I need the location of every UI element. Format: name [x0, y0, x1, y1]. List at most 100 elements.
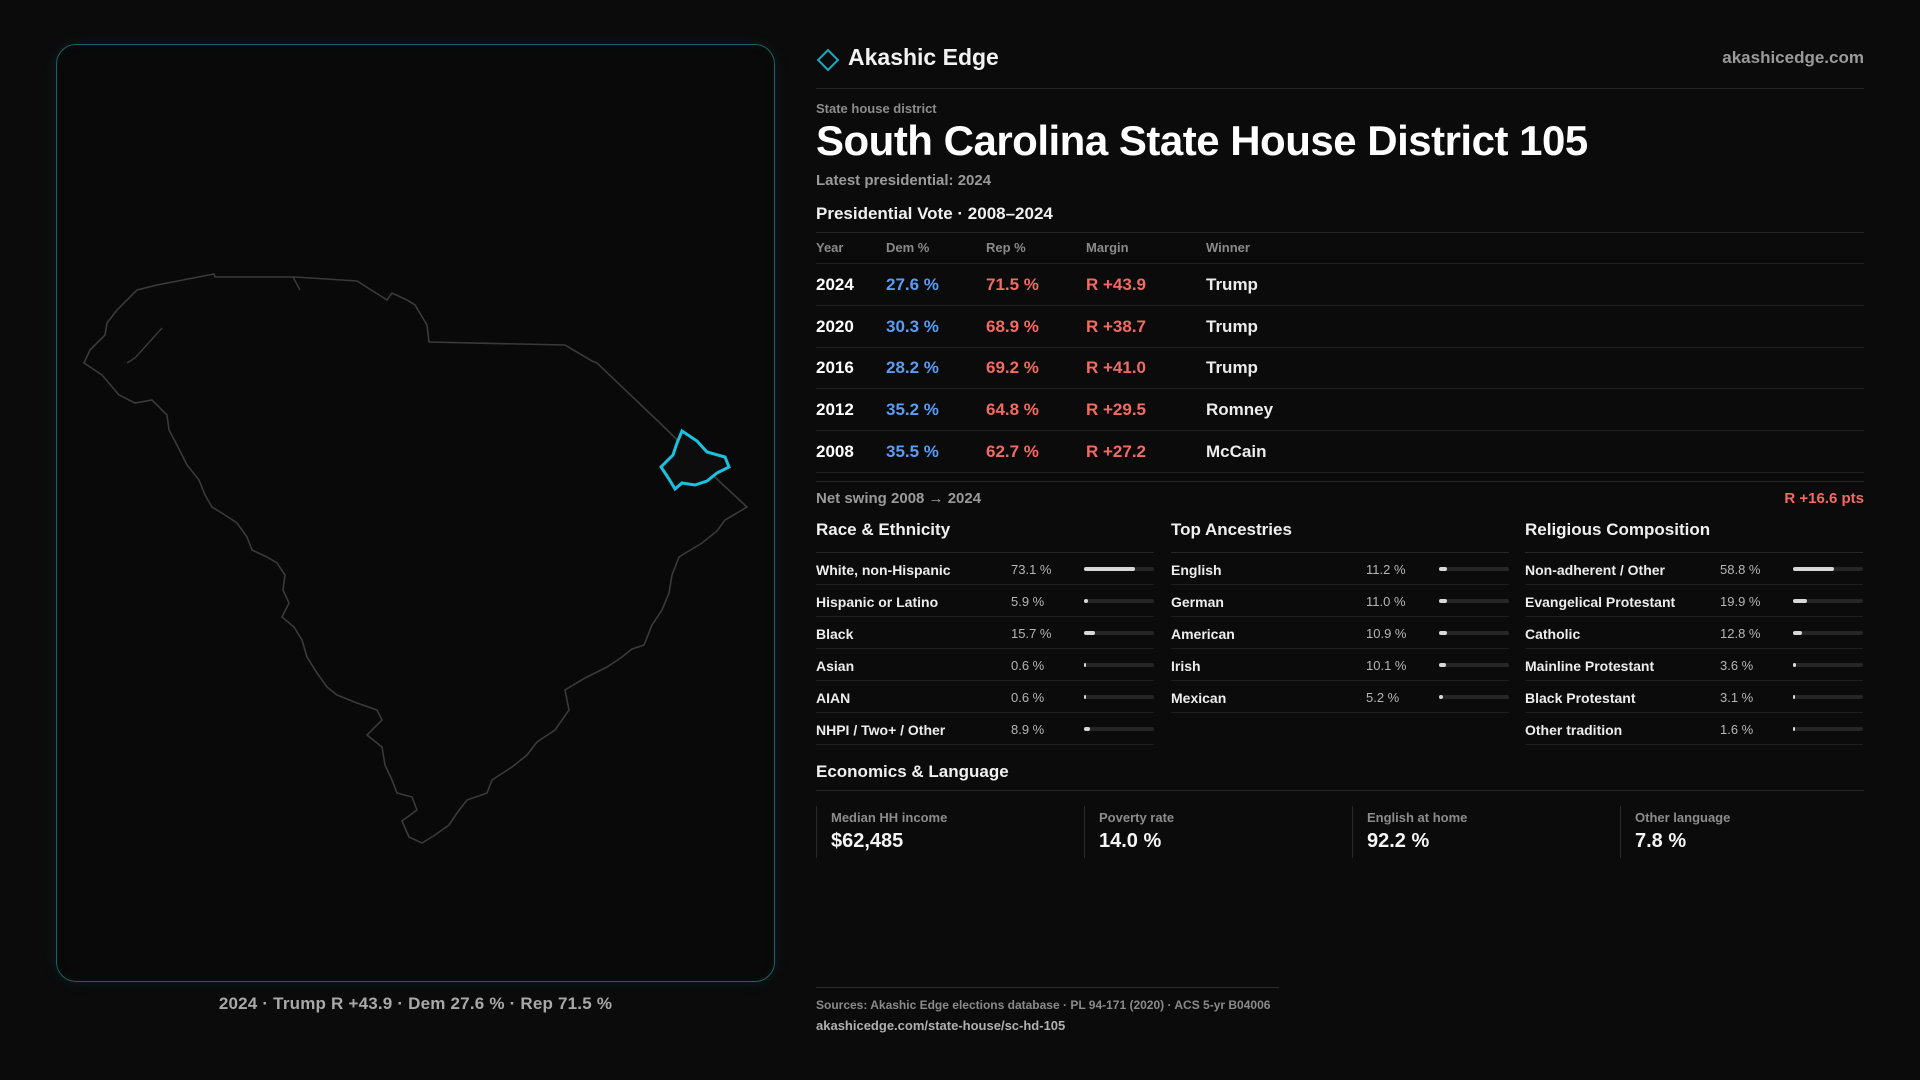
- row-rep: 71.5 %: [986, 275, 1039, 294]
- table-row: 2020 30.3 % 68.9 % R +38.7 Trump: [816, 306, 1864, 348]
- state-outline-inner-edge: [126, 276, 301, 364]
- stat-value: 14.0 %: [1099, 830, 1162, 852]
- district-map[interactable]: [57, 45, 775, 982]
- table-row: 2012 35.2 % 64.8 % R +29.5 Romney: [816, 389, 1864, 431]
- bar-track: [1793, 695, 1863, 699]
- bar-track: [1084, 631, 1154, 635]
- brand[interactable]: Akashic Edge: [816, 44, 999, 71]
- race-ethnicity-group: Race & Ethnicity White, non-Hispanic 73.…: [816, 520, 1154, 745]
- row-margin: R +38.7: [1086, 317, 1147, 336]
- list-item: Mexican 5.2 %: [1171, 681, 1509, 713]
- item-label: White, non-Hispanic: [816, 562, 951, 578]
- net-swing-value: R +16.6 pts: [1784, 490, 1864, 507]
- item-value: 58.8 %: [1720, 562, 1761, 577]
- bar-fill: [1439, 567, 1447, 571]
- bar-fill: [1793, 567, 1835, 571]
- net-swing-label: Net swing 2008 → 2024: [816, 490, 982, 507]
- presidential-heading: Presidential Vote · 2008–2024: [816, 204, 1053, 223]
- page-kicker: State house district: [816, 101, 937, 116]
- row-dem: 28.2 %: [886, 358, 939, 377]
- district-105-outline[interactable]: [659, 428, 731, 492]
- item-value: 3.1 %: [1720, 690, 1754, 705]
- bar-fill: [1793, 727, 1795, 731]
- bar-track: [1439, 631, 1509, 635]
- bar-fill: [1439, 599, 1447, 603]
- item-label: NHPI / Two+ / Other: [816, 722, 946, 738]
- stat-english-at-home: English at home 92.2 %: [1352, 806, 1602, 858]
- map-panel[interactable]: [56, 44, 775, 982]
- row-dem: 30.3 %: [886, 317, 939, 336]
- stat-other-language: Other language 7.8 %: [1620, 806, 1870, 858]
- swing-divider: [816, 481, 1864, 482]
- row-dem: 27.6 %: [886, 275, 939, 294]
- item-label: Evangelical Protestant: [1525, 594, 1676, 610]
- stat-value: 92.2 %: [1367, 830, 1430, 852]
- row-rep: 69.2 %: [986, 358, 1039, 377]
- bar-fill: [1084, 567, 1136, 571]
- table-row: 2024 27.6 % 71.5 % R +43.9 Trump: [816, 264, 1864, 306]
- item-value: 12.8 %: [1720, 626, 1761, 641]
- list-item: NHPI / Two+ / Other 8.9 %: [816, 713, 1154, 745]
- row-margin: R +27.2: [1086, 442, 1147, 461]
- col-header-margin: Margin: [1086, 240, 1129, 255]
- footer-divider: [816, 987, 1279, 988]
- row-dem: 35.2 %: [886, 400, 939, 419]
- item-label: Other tradition: [1525, 722, 1623, 738]
- stat-value: 7.8 %: [1635, 830, 1687, 852]
- stat-label: English at home: [1367, 810, 1468, 825]
- list-item: AIAN 0.6 %: [816, 681, 1154, 713]
- bar-fill: [1793, 599, 1807, 603]
- row-year: 2016: [816, 358, 854, 377]
- item-value: 8.9 %: [1011, 722, 1045, 737]
- stat-label: Other language: [1635, 810, 1731, 825]
- item-value: 15.7 %: [1011, 626, 1052, 641]
- content-panel: Akashic Edge akashicedge.com State house…: [816, 0, 1864, 1080]
- col-header-dem: Dem %: [886, 240, 930, 255]
- list-item: Evangelical Protestant 19.9 %: [1525, 585, 1863, 617]
- row-year: 2008: [816, 442, 854, 461]
- item-value: 0.6 %: [1011, 690, 1045, 705]
- stat-value: $62,485: [831, 830, 904, 852]
- list-item: English 11.2 %: [1171, 553, 1509, 585]
- row-margin: R +43.9: [1086, 275, 1147, 294]
- row-winner: Trump: [1206, 275, 1258, 294]
- item-value: 0.6 %: [1011, 658, 1045, 673]
- bar-fill: [1793, 695, 1796, 699]
- item-label: German: [1171, 594, 1224, 610]
- page-title: South Carolina State House District 105: [816, 117, 1588, 164]
- row-winner: Trump: [1206, 358, 1258, 377]
- header-divider: [816, 88, 1864, 89]
- item-label: AIAN: [816, 690, 851, 706]
- footer-url-link[interactable]: akashicedge.com/state-house/sc-hd-105: [816, 1018, 1066, 1033]
- row-rep: 64.8 %: [986, 400, 1039, 419]
- bar-fill: [1084, 599, 1089, 603]
- item-value: 11.2 %: [1366, 562, 1406, 577]
- item-value: 3.6 %: [1720, 658, 1754, 673]
- row-margin: R +41.0: [1086, 358, 1147, 377]
- bar-track: [1439, 599, 1509, 603]
- bar-track: [1793, 599, 1863, 603]
- bar-track: [1084, 599, 1154, 603]
- list-item: White, non-Hispanic 73.1 %: [816, 553, 1154, 585]
- stat-poverty-rate: Poverty rate 14.0 %: [1084, 806, 1334, 858]
- stat-label: Median HH income: [831, 810, 948, 825]
- list-item: Other tradition 1.6 %: [1525, 713, 1863, 745]
- bar-track: [1793, 727, 1863, 731]
- brand-name: Akashic Edge: [848, 44, 999, 70]
- row-year: 2024: [816, 275, 854, 294]
- bar-track: [1084, 663, 1154, 667]
- list-item: Irish 10.1 %: [1171, 649, 1509, 681]
- col-header-rep: Rep %: [986, 240, 1026, 255]
- item-value: 5.9 %: [1011, 594, 1045, 609]
- list-item: Mainline Protestant 3.6 %: [1525, 649, 1863, 681]
- religion-group: Religious Composition Non-adherent / Oth…: [1525, 520, 1863, 745]
- bar-track: [1439, 663, 1509, 667]
- item-value: 19.9 %: [1720, 594, 1761, 609]
- bar-track: [1439, 567, 1509, 571]
- item-label: Black Protestant: [1525, 690, 1636, 706]
- list-item: Black 15.7 %: [816, 617, 1154, 649]
- bar-fill: [1793, 663, 1796, 667]
- site-link[interactable]: akashicedge.com: [1722, 48, 1864, 67]
- bar-fill: [1084, 727, 1091, 731]
- item-label: English: [1171, 562, 1222, 578]
